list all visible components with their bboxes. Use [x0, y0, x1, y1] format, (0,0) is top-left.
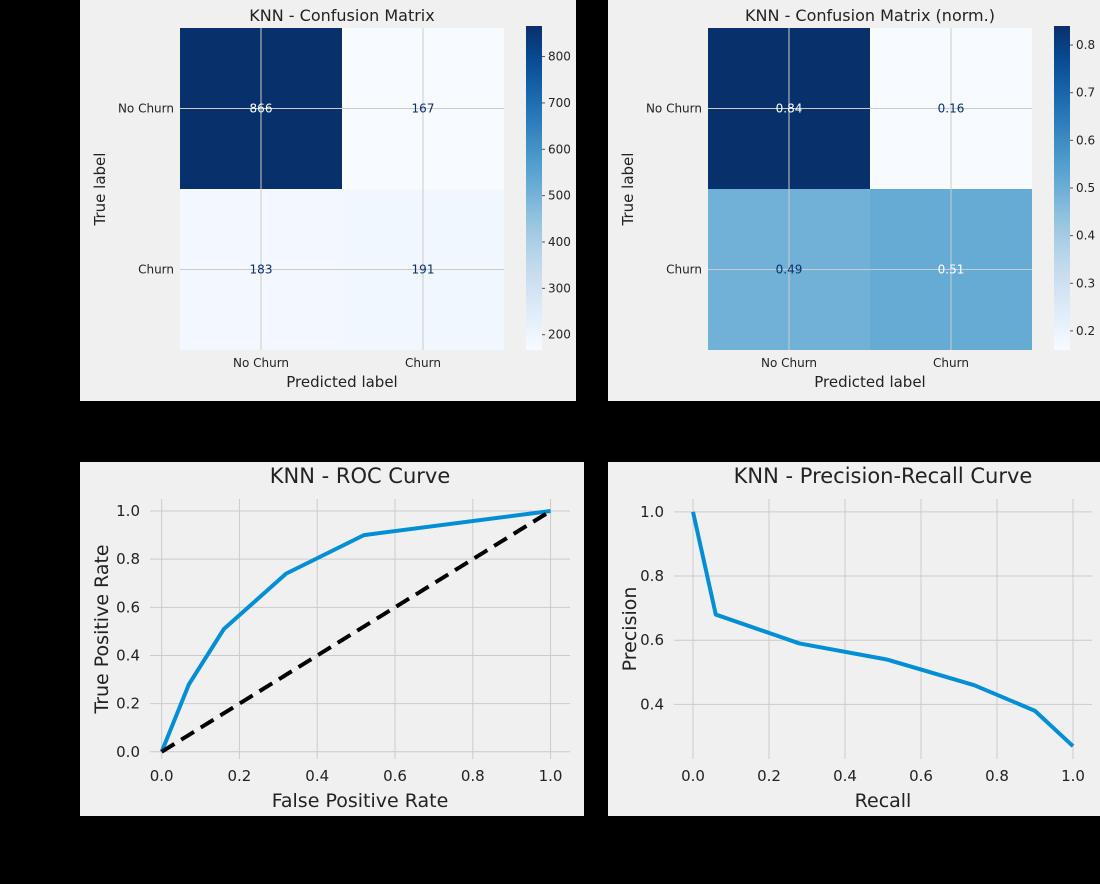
- x-tick-label: 0.4: [833, 767, 857, 785]
- x-tick-label: 0.6: [909, 767, 933, 785]
- x-tick-label: 0.4: [305, 767, 329, 785]
- y-tick-label: Churn: [666, 263, 702, 277]
- x-tick-label: 0.6: [383, 767, 407, 785]
- gridlines: [674, 499, 1092, 759]
- x-axis-label: Recall: [855, 790, 912, 812]
- chart-title: KNN - Confusion Matrix: [249, 6, 434, 25]
- y-tick-label: 0.4: [640, 695, 664, 713]
- line-chart: 0.0 0.2 0.4 0.6 0.8 1.0 0.4 0.6 0.8 1.0 KNN - Prec…: [619, 464, 1092, 812]
- y-axis-label: True Positive Rate: [91, 544, 113, 714]
- y-tick-label: 0.8: [640, 567, 664, 585]
- colorbar: [526, 26, 542, 350]
- x-tick-label: No Churn: [233, 356, 289, 370]
- colorbar-tick-label: 0.4: [1076, 229, 1095, 243]
- matrix-gridlines: [708, 28, 1032, 350]
- x-tick-label: 0.0: [150, 767, 174, 785]
- colorbar-tick-label: 400: [548, 235, 571, 249]
- colorbar: [1054, 26, 1070, 350]
- heatmap-chart: 866 167 183 191 No Churn Churn No Churn Churn KN…: [91, 6, 571, 391]
- colorbar-tick-label: 0.6: [1076, 133, 1095, 147]
- y-tick-label: 0.4: [116, 646, 140, 664]
- x-axis-label: False Positive Rate: [272, 790, 449, 812]
- x-tick-label: 0.0: [681, 767, 705, 785]
- y-tick-label: 0.6: [116, 598, 140, 616]
- x-tick-label: No Churn: [761, 356, 817, 370]
- chart-title: KNN - Precision-Recall Curve: [734, 464, 1033, 488]
- curve-series: [691, 511, 1075, 748]
- colorbar-tick-label: 500: [548, 189, 571, 203]
- x-tick-label: 1.0: [1061, 767, 1085, 785]
- x-axis-label: Predicted label: [814, 373, 925, 391]
- cell-value-label: 0.16: [938, 102, 965, 116]
- colorbar-tick-label: 200: [548, 328, 571, 342]
- roc-curve-panel: 0.0 0.2 0.4 0.6 0.8 1.0 0.0 0.2 0.4 0.6 0.8 1.0 KNN …: [80, 462, 584, 816]
- colorbar-tick-label: 800: [548, 50, 571, 64]
- chance-line: [160, 509, 552, 754]
- colorbar-tick-label: 0.2: [1076, 324, 1095, 338]
- y-tick-label: Churn: [138, 263, 174, 277]
- x-tick-label: Churn: [405, 356, 441, 370]
- curve-series: [159, 509, 551, 753]
- y-axis-label: Precision: [619, 587, 641, 672]
- x-tick-label: Churn: [933, 356, 969, 370]
- chart-title: KNN - Confusion Matrix (norm.): [745, 6, 995, 25]
- y-tick-label: 1.0: [640, 503, 664, 521]
- cell-value-label: 0.49: [776, 263, 803, 277]
- x-axis-label: Predicted label: [286, 373, 397, 391]
- x-tick-label: 1.0: [539, 767, 563, 785]
- y-tick-label: 0.8: [116, 550, 140, 568]
- x-tick-label: 0.2: [757, 767, 781, 785]
- chart-title: KNN - ROC Curve: [270, 464, 451, 488]
- x-tick-label: 0.8: [985, 767, 1009, 785]
- y-axis-label: True label: [91, 153, 109, 227]
- cell-value-label: 0.84: [776, 102, 803, 116]
- y-tick-label: No Churn: [646, 102, 702, 116]
- matrix-gridlines: [180, 28, 504, 350]
- y-tick-label: 0.6: [640, 631, 664, 649]
- colorbar-tick-label: 0.3: [1076, 276, 1095, 290]
- y-axis-label: True label: [619, 153, 637, 227]
- x-tick-label: 0.2: [228, 767, 252, 785]
- gridlines: [150, 499, 570, 759]
- cell-value-label: 866: [250, 102, 273, 116]
- y-tick-label: 0.0: [116, 743, 140, 761]
- cell-value-label: 167: [412, 102, 435, 116]
- cell-value-label: 191: [412, 263, 435, 277]
- normalized-confusion-matrix-panel: 0.84 0.16 0.49 0.51 No Churn Churn No Churn Chu…: [608, 0, 1100, 401]
- colorbar-tick-label: 0.7: [1076, 86, 1095, 100]
- colorbar-tick-label: 0.5: [1076, 181, 1095, 195]
- heatmap-chart: 0.84 0.16 0.49 0.51 No Churn Churn No Churn Chu…: [619, 6, 1095, 391]
- confusion-matrix-panel: 866 167 183 191 No Churn Churn No Churn Churn KN…: [80, 0, 576, 401]
- line-chart: 0.0 0.2 0.4 0.6 0.8 1.0 0.0 0.2 0.4 0.6 0.8 1.0 KNN …: [91, 464, 570, 812]
- cell-value-label: 183: [250, 263, 273, 277]
- x-tick-label: 0.8: [461, 767, 485, 785]
- colorbar-tick-label: 0.8: [1076, 38, 1095, 52]
- colorbar-tick-label: 600: [548, 142, 571, 156]
- precision-recall-panel: 0.0 0.2 0.4 0.6 0.8 1.0 0.4 0.6 0.8 1.0 KNN - Prec…: [608, 462, 1100, 816]
- colorbar-tick-label: 300: [548, 281, 571, 295]
- cell-value-label: 0.51: [938, 263, 965, 277]
- colorbar-tick-label: 700: [548, 96, 571, 110]
- y-tick-label: 1.0: [116, 502, 140, 520]
- y-tick-label: No Churn: [118, 102, 174, 116]
- y-tick-label: 0.2: [116, 695, 140, 713]
